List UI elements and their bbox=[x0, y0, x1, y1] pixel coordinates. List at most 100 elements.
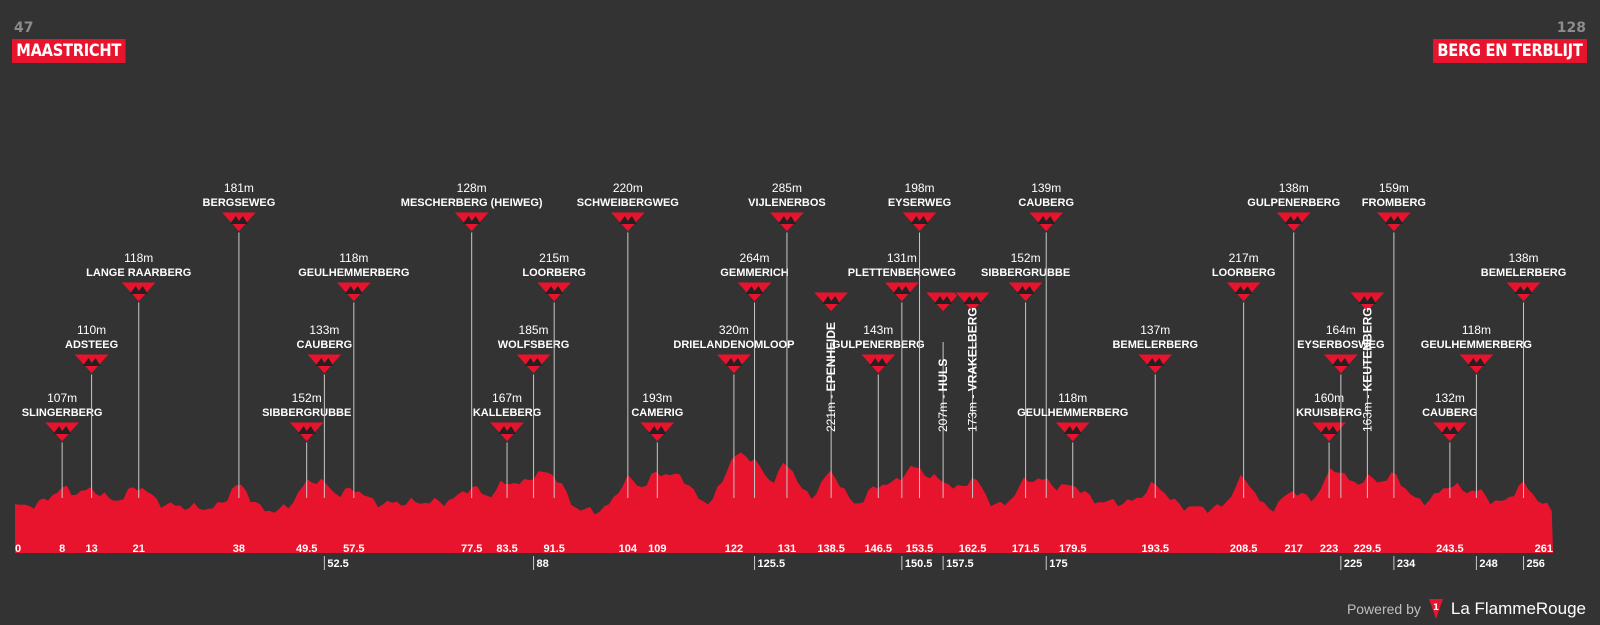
elevation-profile-area bbox=[15, 452, 1553, 553]
km-tick-label: 248 bbox=[1479, 558, 1497, 570]
mountain-icon bbox=[545, 286, 564, 294]
km-tick-label: 208.5 bbox=[1230, 543, 1258, 555]
climb-label-vertical: 221m - EPENHEIDE bbox=[824, 322, 838, 432]
climb-name: KRUISBERG bbox=[1296, 407, 1362, 419]
mountain-icon bbox=[1514, 286, 1533, 294]
climb-name: SIBBERGRUBBE bbox=[262, 407, 351, 419]
climb-name: PLETTENBERGWEG bbox=[848, 267, 956, 279]
start-km-label: 47 bbox=[14, 20, 34, 36]
climb-name: BEMELERBERG bbox=[1481, 267, 1567, 279]
km-tick-label: 91.5 bbox=[543, 543, 564, 555]
mountain-icon bbox=[1037, 216, 1056, 224]
climb-elevation: 133m bbox=[309, 323, 339, 337]
climb-elevation: 207m - bbox=[936, 391, 950, 432]
climb-name: KALLEBERG bbox=[473, 407, 541, 419]
km-tick-label: 57.5 bbox=[343, 543, 364, 555]
climb-elevation: 215m bbox=[539, 251, 569, 265]
climb-elevation: 152m bbox=[292, 391, 322, 405]
mountain-icon bbox=[745, 286, 764, 294]
mountain-icon bbox=[462, 216, 481, 224]
km-tick-label: 21 bbox=[133, 543, 145, 555]
climb-name: GULPENERBERG bbox=[1247, 197, 1340, 209]
km-tick-label: 83.5 bbox=[496, 543, 517, 555]
climb-elevation: 220m bbox=[613, 181, 643, 195]
climb-name: EYSERBOSWEG bbox=[1297, 339, 1384, 351]
climb-name: VIJLENERBOS bbox=[748, 197, 826, 209]
climb-elevation: 139m bbox=[1031, 181, 1061, 195]
climb-elevation: 118m bbox=[339, 251, 368, 265]
mountain-icon bbox=[892, 286, 911, 294]
mountain-icon bbox=[648, 426, 667, 434]
climb-elevation: 173m - bbox=[966, 391, 980, 432]
mountain-icon bbox=[618, 216, 637, 224]
climb-name: LANGE RAARBERG bbox=[86, 267, 191, 279]
climb-elevation: 164m bbox=[1326, 323, 1356, 337]
mountain-icon bbox=[498, 426, 517, 434]
km-tick-label: 104 bbox=[619, 543, 638, 555]
start-city-label: MAASTRICHT bbox=[12, 39, 126, 63]
climb-elevation: 181m bbox=[224, 181, 254, 195]
km-tick-label: 0 bbox=[15, 543, 21, 555]
climb-elevation: 138m bbox=[1509, 251, 1539, 265]
mountain-icon bbox=[229, 216, 248, 224]
mountain-icon bbox=[1063, 426, 1082, 434]
mountain-icon bbox=[1467, 358, 1486, 366]
climb-elevation: 159m bbox=[1379, 181, 1409, 195]
climb-name: DRIELANDENOMLOOP bbox=[673, 339, 794, 351]
mountain-icon bbox=[822, 296, 841, 304]
climb-name: KEUTENBERG bbox=[1360, 307, 1374, 391]
svg-text:1: 1 bbox=[1433, 603, 1439, 613]
climb-elevation: 118m bbox=[1058, 391, 1087, 405]
km-tick-label: 261 bbox=[1535, 543, 1553, 555]
climb-name: SCHWEIBERGWEG bbox=[577, 197, 679, 209]
climb-label-vertical: 207m - HULS bbox=[936, 359, 950, 432]
km-tick-label: 234 bbox=[1397, 558, 1416, 570]
mountain-icon bbox=[869, 358, 888, 366]
climb-name: GEULHEMMERBERG bbox=[298, 267, 409, 279]
km-tick-label: 153.5 bbox=[906, 543, 934, 555]
km-tick-label: 157.5 bbox=[946, 558, 974, 570]
climb-label-vertical: 173m - VRAKELBERG bbox=[966, 307, 980, 432]
climb-label-vertical: 163m - KEUTENBERG bbox=[1360, 307, 1374, 432]
mountain-icon bbox=[910, 216, 929, 224]
km-tick-label: 138.5 bbox=[817, 543, 845, 555]
flame-rouge-logo-icon: 1 bbox=[1428, 599, 1443, 619]
climb-elevation: 110m bbox=[77, 323, 106, 337]
climb-name: SIBBERGRUBBE bbox=[981, 267, 1070, 279]
km-tick-label: 225 bbox=[1344, 558, 1362, 570]
mountain-icon bbox=[1320, 426, 1339, 434]
mountain-icon bbox=[524, 358, 543, 366]
km-tick-label: 49.5 bbox=[296, 543, 317, 555]
km-tick-label: 38 bbox=[233, 543, 245, 555]
km-tick-label: 146.5 bbox=[865, 543, 893, 555]
climb-name: BERGSEWEG bbox=[203, 197, 276, 209]
end-km-label: 128 bbox=[1556, 20, 1586, 36]
mountain-icon bbox=[53, 426, 72, 434]
climb-elevation: 143m bbox=[863, 323, 893, 337]
km-tick-label: 88 bbox=[537, 558, 549, 570]
climb-elevation: 285m bbox=[772, 181, 802, 195]
climb-name: ADSTEEG bbox=[65, 339, 118, 351]
km-tick-label: 150.5 bbox=[905, 558, 933, 570]
climb-elevation: 152m bbox=[1011, 251, 1041, 265]
climb-name: GULPENERBERG bbox=[832, 339, 925, 351]
climb-elevation: 107m bbox=[47, 391, 77, 405]
climb-name: EYSERWEG bbox=[888, 197, 951, 209]
climb-elevation: 217m bbox=[1229, 251, 1259, 265]
brand-name: La FlammeRouge bbox=[1450, 599, 1586, 618]
mountain-icon bbox=[1284, 216, 1303, 224]
climb-elevation: 198m bbox=[905, 181, 935, 195]
climb-name: WOLFSBERG bbox=[498, 339, 570, 351]
mountain-icon bbox=[963, 296, 982, 304]
climb-elevation: 221m - bbox=[824, 391, 838, 432]
powered-by-label: Powered by bbox=[1346, 601, 1421, 617]
km-tick-label: 8 bbox=[59, 543, 65, 555]
mountain-icon bbox=[724, 358, 743, 366]
km-tick-label: 13 bbox=[85, 543, 97, 555]
mountain-icon bbox=[1146, 358, 1165, 366]
climb-name: SLINGERBERG bbox=[22, 407, 103, 419]
climb-elevation: 138m bbox=[1279, 181, 1309, 195]
km-tick-label: 109 bbox=[648, 543, 666, 555]
